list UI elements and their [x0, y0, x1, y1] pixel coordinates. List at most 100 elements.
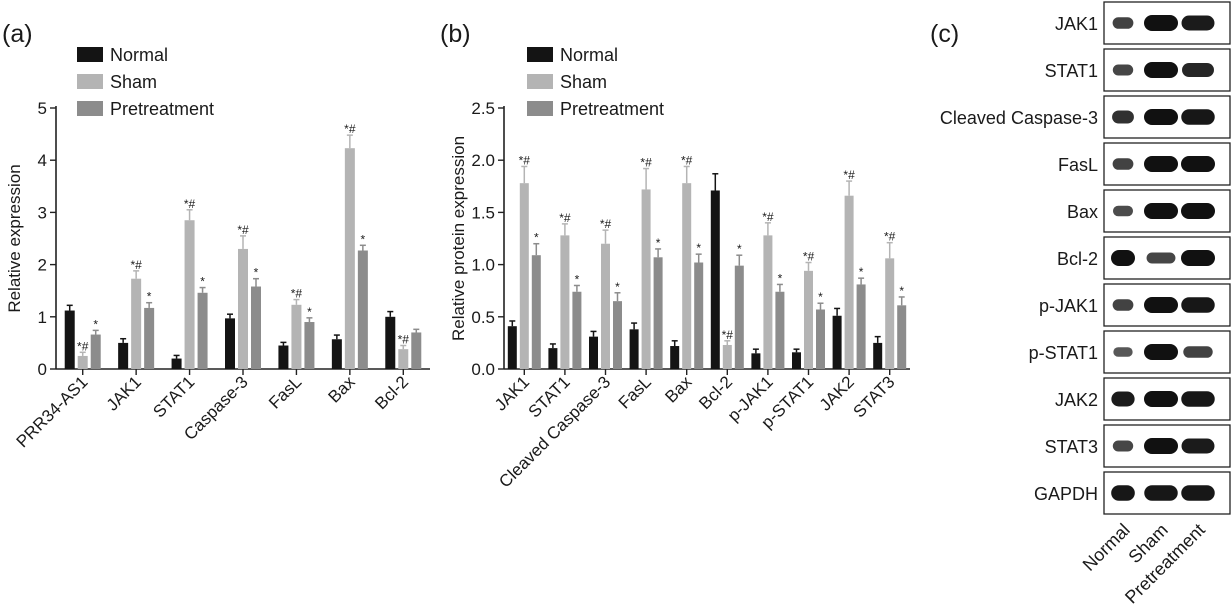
x-tick-label-bax: Bax: [325, 372, 360, 407]
band-p-stat1-sham: [1144, 344, 1178, 360]
significance-mark: *: [361, 232, 366, 246]
significance-mark: *#: [884, 230, 896, 244]
significance-mark: *#: [803, 250, 815, 264]
panel-label-b: (b): [440, 20, 471, 48]
blot-label-jak2: JAK2: [1055, 390, 1098, 410]
bar-sham-bax: [344, 148, 355, 369]
bar-sham-bcl-2: [722, 344, 732, 369]
band-jak2-sham: [1144, 391, 1178, 407]
bar-pretreatment-stat1: [572, 291, 582, 369]
bar-normal-bcl-2: [710, 190, 720, 369]
panel-label-c: (c): [930, 20, 960, 48]
significance-mark: *: [656, 236, 661, 250]
blot-label-p-jak1: p-JAK1: [1039, 296, 1098, 316]
band-bax-pretreatment: [1181, 203, 1215, 219]
bar-pretreatment-stat3: [897, 305, 907, 369]
band-bcl-2-pretreatment: [1181, 250, 1215, 266]
bar-normal-bax: [331, 339, 342, 369]
bar-sham-fasl: [641, 189, 651, 369]
y-tick-label: 1.5: [471, 203, 495, 222]
y-tick-label: 3: [38, 203, 47, 222]
bar-normal-jak1: [118, 342, 129, 369]
significance-mark: *#: [519, 153, 531, 167]
bar-normal-cleaved-caspase-3: [589, 336, 598, 369]
significance-mark: *#: [559, 211, 571, 225]
bar-pretreatment-jak1: [531, 255, 541, 369]
western-blot-panel: JAK1 STAT1 Cleaved Caspase-3 FasL Bax Bcl-2 p-…: [940, 1, 1231, 607]
y-tick-label: 1.0: [471, 256, 495, 275]
band-stat3-pretreatment: [1181, 438, 1215, 454]
bar-normal-bcl-2: [385, 316, 396, 369]
bar-sham-caspase-3: [238, 248, 248, 369]
significance-mark: *: [307, 305, 312, 319]
band-stat1-normal: [1112, 64, 1134, 76]
y-tick-label: 2.5: [471, 99, 495, 118]
band-cleaved-caspase-3-pretreatment: [1181, 109, 1215, 125]
band-p-jak1-pretreatment: [1181, 297, 1215, 313]
y-tick-label: 2: [38, 256, 47, 275]
significance-mark: *: [859, 265, 864, 279]
x-tick-label-fasl: FasL: [615, 372, 655, 412]
x-tick-label-stat1: STAT1: [149, 372, 198, 421]
significance-mark: *: [200, 275, 205, 289]
bar-pretreatment-bax: [694, 262, 704, 369]
bar-pretreatment-p-jak1: [775, 291, 785, 369]
band-gapdh-normal: [1111, 485, 1135, 501]
significance-mark: *: [534, 231, 539, 245]
band-p-stat1-normal: [1113, 347, 1133, 357]
blot-label-fasl: FasL: [1058, 155, 1098, 175]
y-tick-label: 2.0: [471, 151, 495, 170]
significance-mark: *: [147, 290, 152, 304]
bar-normal-jak1: [507, 326, 517, 369]
y-tick-label: 5: [38, 99, 47, 118]
bar-normal-caspase-3: [225, 318, 235, 369]
bar-pretreatment-jak1: [144, 307, 155, 369]
bar-sham-stat1: [184, 220, 195, 369]
band-bax-normal: [1112, 205, 1134, 217]
bar-sham-jak2: [844, 195, 854, 369]
legend-label-pretreatment: Pretreatment: [110, 99, 214, 119]
bar-pretreatment-prr34-as1: [90, 334, 101, 369]
blot-label-gapdh: GAPDH: [1034, 484, 1098, 504]
legend-swatch-normal: [77, 47, 103, 62]
bar-normal-fasl: [629, 329, 639, 369]
bar-sham-cleaved-caspase-3: [601, 243, 610, 369]
band-gapdh-pretreatment: [1181, 485, 1215, 501]
bar-sham-p-stat1: [804, 270, 813, 369]
blot-label-p-stat1: p-STAT1: [1029, 343, 1098, 363]
bar-normal-stat1: [171, 358, 182, 369]
significance-mark: *#: [600, 217, 612, 231]
significance-mark: *: [615, 280, 620, 294]
legend-label-normal: Normal: [110, 45, 168, 65]
significance-mark: *: [899, 284, 904, 298]
bar-sham-jak1: [131, 278, 142, 369]
x-tick-label-fasl: FasL: [265, 372, 305, 412]
legend-label-sham: Sham: [560, 72, 607, 92]
band-jak1-normal: [1112, 17, 1134, 29]
band-p-jak1-sham: [1144, 297, 1178, 313]
legend-swatch-sham: [77, 74, 103, 89]
y-tick-label: 1: [38, 308, 47, 327]
band-jak1-pretreatment: [1181, 15, 1215, 31]
band-jak2-normal: [1111, 391, 1135, 407]
y-tick-label: 4: [38, 151, 47, 170]
significance-mark: *#: [681, 153, 693, 167]
bar-normal-stat3: [873, 342, 883, 369]
y-tick-label: 0.0: [471, 360, 495, 379]
blot-label-cleaved-caspase-3: Cleaved Caspase-3: [940, 108, 1098, 128]
bar-sham-jak1: [519, 183, 529, 369]
bar-sham-prr34-as1: [77, 355, 88, 369]
lane-label-normal: Normal: [1079, 520, 1134, 575]
x-tick-label-jak1: JAK1: [103, 372, 145, 414]
band-fasl-sham: [1144, 156, 1178, 172]
significance-mark: *: [254, 266, 259, 280]
significance-mark: *: [778, 271, 783, 285]
significance-mark: *: [575, 272, 580, 286]
x-tick-label-prr34-as1: PRR34-AS1: [13, 372, 92, 451]
bar-pretreatment-caspase-3: [251, 286, 261, 369]
blot-label-bcl-2: Bcl-2: [1057, 249, 1098, 269]
band-stat3-sham: [1144, 438, 1178, 454]
bar-normal-bax: [670, 346, 680, 369]
y-axis-label: Relative protein expression: [449, 136, 468, 341]
band-gapdh-sham: [1144, 485, 1178, 501]
